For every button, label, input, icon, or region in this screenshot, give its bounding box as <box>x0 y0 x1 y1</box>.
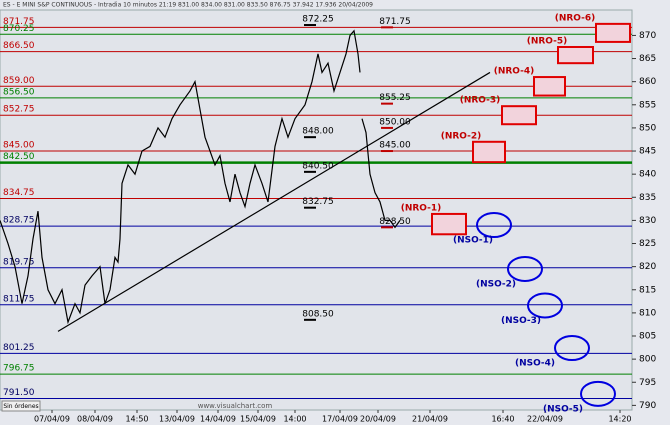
level-label: 791.50 <box>3 388 35 398</box>
annotation-label: 828.50 <box>379 217 411 227</box>
resistance-label: (NRO-5) <box>527 36 568 46</box>
watermark: www.visualchart.com <box>198 402 273 410</box>
y-tick-label: 860 <box>639 77 656 87</box>
resistance-zone <box>431 212 467 236</box>
x-tick-label: 17/04/09 <box>322 415 358 424</box>
support-label: (NSO-2) <box>476 279 516 289</box>
y-tick-label: 855 <box>639 100 656 110</box>
level-label: 856.50 <box>3 87 35 97</box>
level-label: 866.50 <box>3 41 35 51</box>
resistance-label: (NRO-6) <box>555 13 596 23</box>
y-tick-label: 795 <box>639 378 656 388</box>
support-label: (NSO-3) <box>501 316 541 326</box>
y-tick-label: 850 <box>639 123 656 133</box>
support-label: (NSO-1) <box>453 236 493 246</box>
level-label: 801.25 <box>3 343 35 353</box>
resistance-zone <box>533 76 566 97</box>
support-zone <box>580 380 616 407</box>
x-tick-label: 16:40 <box>491 415 514 424</box>
support-label: (NSO-5) <box>543 404 583 414</box>
y-tick-label: 820 <box>639 262 656 272</box>
orders-button[interactable] <box>1 400 41 412</box>
resistance-label: (NRO-3) <box>460 96 501 106</box>
support-zone <box>476 212 512 239</box>
annotation-label: 850.00 <box>379 117 411 127</box>
resistance-label: (NRO-1) <box>401 203 442 213</box>
orders-button-label[interactable]: Sin órdenes <box>3 403 38 410</box>
x-tick-label: 15/04/09 <box>240 415 276 424</box>
annotation-label: 840.50 <box>302 161 334 171</box>
annotation-label: 832.75 <box>302 197 334 207</box>
x-tick-label: 21/04/09 <box>412 415 448 424</box>
resistance-zone <box>472 140 506 164</box>
annotation-label: 872.25 <box>302 15 334 25</box>
x-tick-label: 20/04/09 <box>360 415 396 424</box>
level-label: 811.75 <box>3 294 35 304</box>
resistance-zone <box>595 22 631 43</box>
x-tick-label: 14:50 <box>125 415 148 424</box>
x-tick-label: 14/04/09 <box>200 415 236 424</box>
y-tick-label: 815 <box>639 285 656 295</box>
level-label: 834.75 <box>3 188 35 198</box>
y-tick-label: 800 <box>639 355 656 365</box>
y-tick-label: 830 <box>639 216 656 226</box>
y-tick-label: 805 <box>639 332 656 342</box>
chart-title: ES - E MINI S&P CONTINUOUS - Intradia 10… <box>3 2 373 9</box>
y-tick-label: 870 <box>639 31 656 41</box>
y-tick-label: 845 <box>639 147 656 157</box>
support-zone <box>554 335 590 362</box>
trendline <box>57 71 491 332</box>
x-tick-label: 14:00 <box>283 415 306 424</box>
level-label: 828.75 <box>3 216 35 226</box>
support-zone <box>507 255 543 282</box>
x-tick-label: 07/04/09 <box>34 415 70 424</box>
annotation-label: 855.25 <box>379 93 411 103</box>
level-label: 852.75 <box>3 105 35 115</box>
y-tick-label: 825 <box>639 239 656 249</box>
y-tick-label: 810 <box>639 308 656 318</box>
level-label: 819.75 <box>3 257 35 267</box>
annotation-label: 808.50 <box>302 309 334 319</box>
y-tick-label: 790 <box>639 401 656 411</box>
level-label: 845.00 <box>3 141 35 151</box>
resistance-label: (NRO-4) <box>494 67 535 77</box>
x-tick-label: 13/04/09 <box>159 415 195 424</box>
y-tick-label: 840 <box>639 170 656 180</box>
x-tick-label: 08/04/09 <box>77 415 113 424</box>
annotation-label: 871.75 <box>379 17 411 27</box>
y-tick-label: 835 <box>639 193 656 203</box>
level-label: 796.75 <box>3 364 35 374</box>
plot-area <box>0 9 633 411</box>
annotation-label: 845.00 <box>379 141 411 151</box>
x-tick-label: 22/04/09 <box>527 415 563 424</box>
resistance-label: (NRO-2) <box>441 131 482 141</box>
annotation-label: 848.00 <box>302 127 334 137</box>
level-label: 871.75 <box>3 17 35 27</box>
x-tick-label: 14:20 <box>608 415 631 424</box>
level-label: 842.50 <box>3 152 35 162</box>
y-tick-label: 865 <box>639 54 656 64</box>
support-zone <box>527 292 563 319</box>
resistance-zone <box>501 105 537 126</box>
level-label: 859.00 <box>3 76 35 86</box>
level-label: 870.25 <box>3 24 35 34</box>
support-label: (NSO-4) <box>515 359 555 369</box>
resistance-zone <box>557 45 594 65</box>
